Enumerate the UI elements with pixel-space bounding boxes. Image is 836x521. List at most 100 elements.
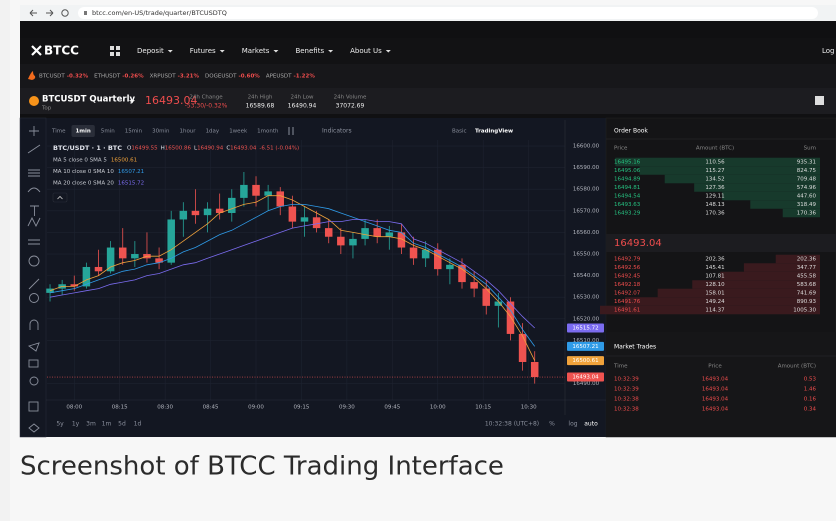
symbol-name[interactable]: BTCUSDT Quarterly	[42, 95, 135, 105]
range-option[interactable]: 5y	[56, 421, 64, 428]
range-option[interactable]: 3m	[86, 421, 96, 428]
legend-series[interactable]: MA 10 close 0 SMA 10	[53, 169, 114, 175]
nav-item[interactable]: Markets	[242, 47, 270, 55]
order-cell[interactable]: 16492.56	[614, 265, 641, 271]
interval[interactable]: 1min	[75, 129, 90, 135]
caption: Screenshot of BTCC Trading Interface	[20, 452, 504, 482]
trade-cell: 16493.04	[702, 397, 729, 403]
url-bar[interactable]	[78, 7, 818, 19]
candle-body	[482, 288, 490, 306]
interval[interactable]: 1hour	[179, 129, 196, 135]
interval[interactable]: 1day	[206, 129, 220, 135]
x-tick-label: 09:15	[294, 405, 310, 411]
candle-body	[215, 208, 224, 213]
order-cell[interactable]: 16492.45	[614, 274, 641, 280]
interval[interactable]: 5min	[101, 129, 115, 135]
nav-item[interactable]: Futures	[190, 47, 216, 55]
legend-series[interactable]: MA 5 close 0 SMA 5	[53, 158, 107, 164]
scale-option[interactable]: auto	[584, 421, 598, 428]
order-cell: 455.58	[797, 274, 817, 280]
view-option[interactable]: TradingView	[475, 129, 513, 135]
legend-series[interactable]: MA 20 close 0 SMA 20	[53, 181, 114, 187]
interval[interactable]: 30min	[152, 129, 170, 135]
x-tick-label: 09:00	[248, 405, 264, 411]
price-tag	[567, 341, 604, 351]
nav-item[interactable]: Deposit	[137, 47, 164, 55]
order-cell[interactable]: 16495.16	[614, 160, 641, 166]
depth-bar	[664, 174, 820, 184]
range-option[interactable]: 5d	[118, 421, 126, 428]
login[interactable]: Log	[822, 47, 835, 55]
order-cell: 149.24	[705, 299, 725, 305]
legend-collapse[interactable]	[52, 192, 68, 203]
logo[interactable]: BTCC	[44, 44, 79, 58]
nav-item[interactable]: Benefits	[295, 47, 324, 55]
help-icon[interactable]	[815, 96, 824, 105]
ticker-change: -1.22%	[293, 74, 315, 80]
nav-arrows[interactable]	[29, 9, 54, 17]
url: btcc.com/en-US/trade/quarter/BTCUSDTQ	[92, 9, 227, 17]
nav-caret	[167, 50, 173, 53]
ticker-change: -0.32%	[67, 74, 89, 80]
ticker-symbol[interactable]: XRPUSDT	[150, 74, 177, 80]
order-cell[interactable]: 16494.89	[614, 177, 641, 183]
order-cell[interactable]: 16492.79	[614, 257, 641, 263]
order-cell[interactable]: 16495.06	[614, 168, 641, 174]
depth-bar	[625, 297, 820, 306]
order-cell: 110.56	[705, 160, 725, 166]
candle-body	[155, 258, 163, 263]
stat-label: 24h Volume	[334, 95, 367, 101]
ticker-symbol[interactable]: DOGEUSDT	[205, 74, 237, 80]
market-header	[20, 88, 836, 114]
order-cell[interactable]: 16494.54	[614, 194, 641, 200]
ticker-symbol[interactable]: BTCUSDT	[39, 74, 65, 80]
trade-cell: 16493.04	[702, 377, 729, 383]
price-tag-label: 16507.21	[572, 344, 598, 350]
candle-body	[312, 217, 321, 229]
trade-cell: 0.34	[804, 407, 817, 413]
order-cell[interactable]: 16494.81	[614, 185, 640, 191]
order-cell[interactable]: 16492.18	[614, 282, 641, 288]
ticker-symbol[interactable]: APEUSDT	[266, 74, 292, 80]
depth-bar	[722, 191, 820, 201]
reload-icon[interactable]	[61, 9, 69, 17]
ticker-strip	[20, 64, 836, 88]
symbol-tag: Top	[41, 106, 52, 112]
interval[interactable]: 15min	[125, 129, 143, 135]
range-option[interactable]: 1y	[72, 421, 80, 428]
y-tick-label: 16580.00	[573, 187, 600, 193]
logo-mark	[31, 45, 42, 56]
scale-option[interactable]: log	[568, 421, 577, 428]
symbol-caret[interactable]	[129, 100, 135, 103]
order-cell[interactable]: 16492.07	[614, 291, 641, 297]
price-tag-label: 16500.61	[572, 358, 598, 364]
ticker-symbol[interactable]: ETHUSDT	[94, 74, 121, 80]
candle-body	[82, 266, 91, 287]
order-cell: 107.81	[705, 274, 724, 280]
legend-value: 16493.04	[230, 146, 257, 152]
indicators-icon[interactable]	[288, 127, 294, 135]
indicators[interactable]: Indicators	[322, 128, 352, 135]
order-cell[interactable]: 16491.76	[614, 299, 641, 305]
nav-item[interactable]: About Us	[350, 47, 382, 55]
range-option[interactable]: 1m	[102, 421, 112, 428]
apps-icon[interactable]	[110, 46, 120, 56]
order-cell: 127.36	[705, 185, 725, 191]
order-cell[interactable]: 16493.63	[614, 202, 641, 208]
moving-average	[49, 204, 536, 347]
drawing-tools[interactable]	[27, 126, 41, 433]
candle-body	[409, 247, 418, 259]
range-option[interactable]: 1d	[134, 421, 142, 428]
order-cell[interactable]: 16491.61	[614, 308, 640, 314]
order-cell: 158.01	[705, 291, 724, 297]
view-option[interactable]: Basic	[452, 129, 467, 135]
interval[interactable]: 1month	[257, 129, 279, 135]
interval[interactable]: Time	[51, 129, 66, 135]
y-tick-label: 16550.00	[573, 252, 600, 258]
order-cell[interactable]: 16493.29	[614, 211, 641, 217]
depth-bar	[600, 305, 820, 315]
interval[interactable]: 1week	[229, 129, 248, 135]
scale-option[interactable]: %	[549, 421, 555, 428]
nav-caret	[328, 50, 334, 53]
